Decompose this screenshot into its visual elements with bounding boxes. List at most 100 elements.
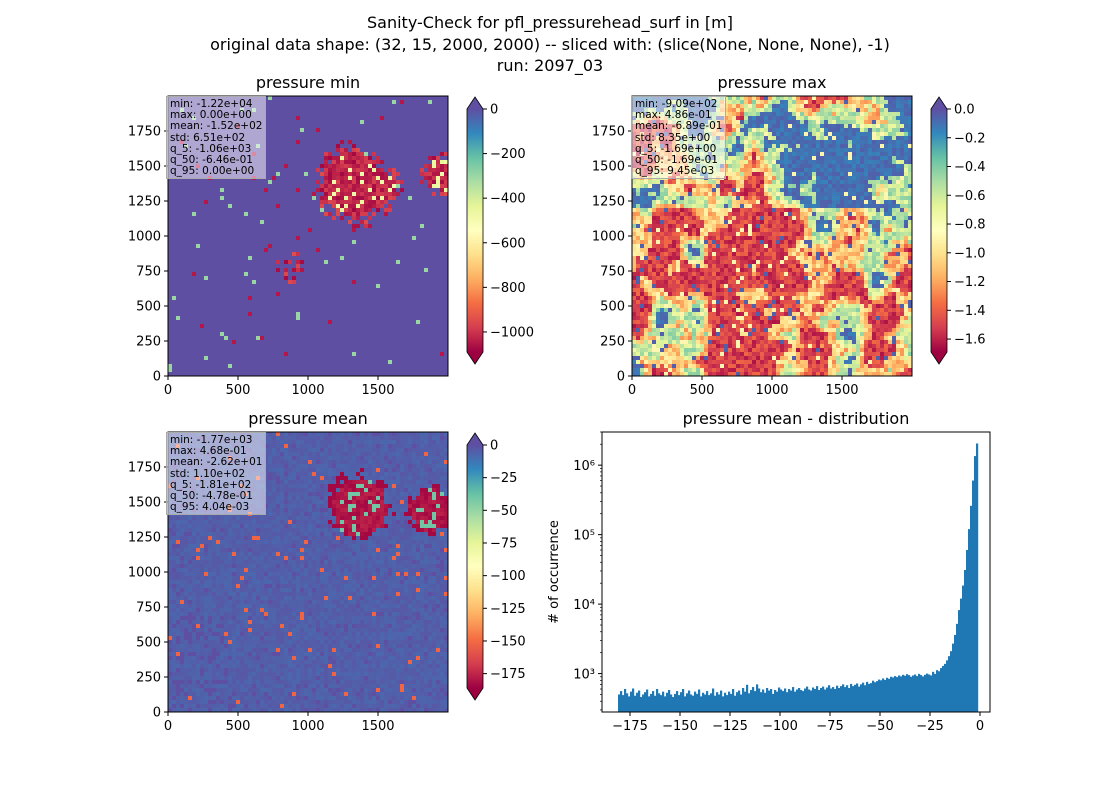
- histogram-bar: [680, 692, 683, 712]
- colorbar-tick-label: −1000: [490, 325, 534, 340]
- histogram-bar: [930, 675, 933, 712]
- y-tick-label: 500: [136, 300, 161, 315]
- y-tick-label: 10⁴: [573, 598, 595, 613]
- histogram-bar: [844, 687, 847, 712]
- histogram-bar: [676, 691, 679, 712]
- histogram-bar: [766, 688, 769, 712]
- y-tick-label: 1750: [128, 461, 161, 476]
- histogram-bar: [656, 689, 659, 712]
- histogram-bar: [734, 695, 737, 712]
- histogram-bar: [752, 687, 755, 712]
- histogram-bar: [816, 686, 819, 712]
- histogram-bar: [918, 673, 921, 712]
- histogram-bar: [750, 690, 753, 712]
- histogram-bar: [830, 688, 833, 712]
- x-tick-label: 0: [628, 383, 636, 398]
- colorbar-extend-max: [467, 97, 483, 109]
- histogram-bar: [976, 443, 979, 712]
- histogram-bar: [882, 678, 885, 712]
- histogram-bar: [710, 693, 713, 712]
- histogram-bar: [886, 677, 889, 712]
- y-tick-label: 250: [136, 335, 161, 350]
- histogram-bar: [840, 686, 843, 712]
- histogram-bar: [860, 684, 863, 712]
- histogram-bar: [826, 687, 829, 712]
- histogram-bar: [972, 480, 975, 712]
- colorbar-tick-label: −25: [490, 471, 517, 486]
- histogram-bar: [664, 696, 667, 712]
- histogram-bar: [628, 696, 631, 712]
- histogram-bar: [948, 656, 951, 712]
- y-tick-label: 1750: [128, 125, 161, 140]
- histogram-bar: [644, 692, 647, 712]
- histogram-bar: [970, 505, 973, 712]
- histogram-bar: [810, 690, 813, 712]
- colorbar-tick-label: −1.6: [954, 333, 986, 348]
- histogram-bar: [778, 687, 781, 712]
- histogram-bar: [862, 682, 865, 712]
- histogram-bar: [632, 688, 635, 712]
- histogram-bar: [640, 697, 643, 712]
- histogram-bar: [682, 689, 685, 712]
- histogram-bar: [916, 676, 919, 712]
- histogram-bar: [908, 675, 911, 712]
- histogram-bar: [648, 696, 651, 712]
- x-tick-label: −125: [712, 719, 748, 734]
- histogram-bar: [910, 676, 913, 712]
- y-tick-label: 750: [136, 265, 161, 280]
- histogram-bar: [618, 694, 621, 712]
- histogram-bar: [952, 643, 955, 712]
- histogram-bar: [700, 696, 703, 712]
- y-tick-label: 0: [153, 370, 161, 385]
- histogram-bar: [638, 690, 641, 712]
- x-tick-label: 1000: [755, 383, 788, 398]
- histogram-bar: [944, 663, 947, 712]
- colorbar-tick-label: −0.8: [954, 218, 986, 233]
- histogram-bar: [684, 696, 687, 712]
- histogram-bar: [694, 691, 697, 712]
- y-tick-label: 750: [136, 601, 161, 616]
- histogram-bar: [650, 693, 653, 712]
- histogram-bar: [652, 691, 655, 712]
- histogram-bar: [744, 691, 747, 712]
- histogram-bar: [836, 685, 839, 712]
- y-axis-label: # of occurrence: [547, 520, 562, 624]
- histogram-bar: [858, 686, 861, 712]
- histogram-bar: [820, 688, 823, 712]
- histogram-bar: [668, 690, 671, 712]
- histogram-bar: [776, 691, 779, 712]
- histogram-bar: [634, 695, 637, 712]
- histogram-bar: [696, 693, 699, 712]
- histogram-bar: [788, 689, 791, 712]
- x-tick-label: −150: [662, 719, 698, 734]
- histogram-bar: [888, 678, 891, 712]
- x-tick-label: −75: [816, 719, 843, 734]
- histogram-bar: [834, 689, 837, 712]
- histogram-bar: [704, 694, 707, 712]
- histogram-bar: [950, 651, 953, 712]
- histogram-bar: [880, 680, 883, 712]
- y-tick-label: 1250: [128, 195, 161, 210]
- histogram-bar: [946, 660, 949, 712]
- histogram-bar: [894, 676, 897, 712]
- histogram-bar: [666, 692, 669, 712]
- histogram-bar: [870, 683, 873, 712]
- histogram-bar: [876, 681, 879, 712]
- histogram-bar: [756, 684, 759, 712]
- colorbar: [467, 109, 483, 352]
- histogram-bar: [940, 668, 943, 712]
- stats-box-pressure-min: min: -1.22e+04 max: 0.00e+00 mean: -1.52…: [166, 96, 267, 180]
- axes-title: pressure mean: [248, 409, 368, 428]
- histogram-bar: [730, 693, 733, 712]
- x-tick-label: 1500: [825, 383, 858, 398]
- axes-title: pressure mean - distribution: [683, 409, 910, 428]
- y-tick-label: 250: [136, 671, 161, 686]
- histogram-bar: [772, 693, 775, 712]
- histogram-bar: [630, 691, 633, 712]
- histogram-bar: [958, 610, 961, 712]
- histogram-bar: [714, 695, 717, 712]
- histogram-bar: [726, 695, 729, 712]
- y-tick-label: 10³: [573, 668, 595, 683]
- histogram-bar: [848, 688, 851, 712]
